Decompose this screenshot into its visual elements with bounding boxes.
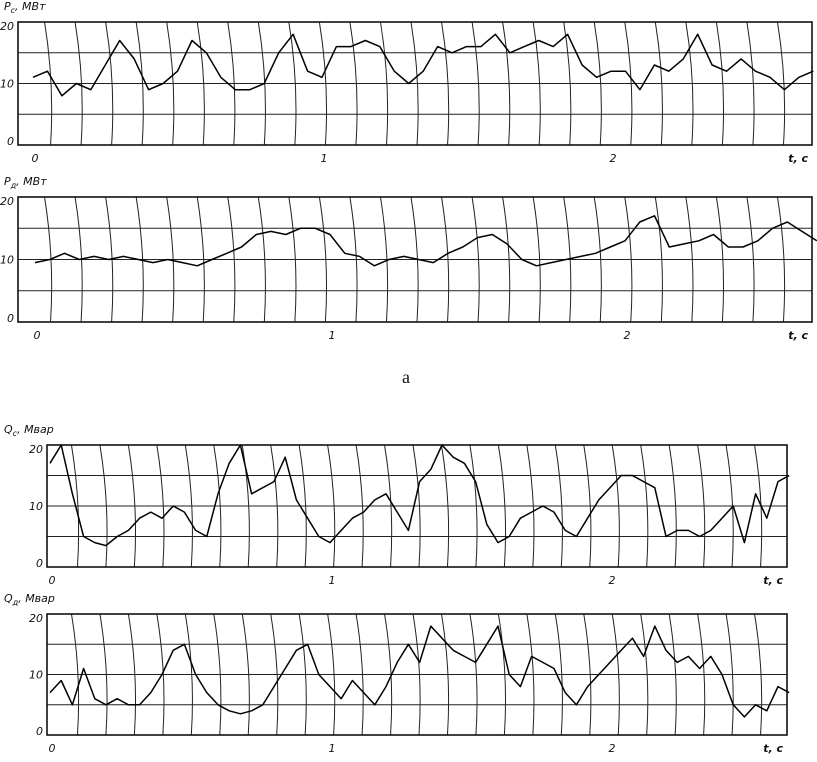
x-axis-label: t, c [763, 742, 783, 755]
y-tick-label: 0 [7, 312, 14, 325]
y-tick-label: 20 [29, 443, 43, 456]
x-tick-label: 1 [329, 574, 336, 587]
y-tick-label: 10 [29, 669, 43, 682]
y-tick-label: 0 [7, 135, 14, 148]
x-tick-label: 2 [609, 574, 616, 587]
series-line [34, 215, 817, 267]
x-tick-label: 1 [329, 329, 336, 342]
x-tick-label: 2 [624, 329, 631, 342]
chart-panel-2: Pд, МВт 0 10 20 0 1 2 t, c [0, 175, 817, 342]
y-axis-label: Qд, Мвар [4, 592, 55, 607]
chart-panel-1: Pc, МВт 0 10 20 0 1 2 t, c [0, 0, 814, 165]
x-tick-label: 0 [32, 152, 39, 165]
x-tick-label: 0 [34, 329, 41, 342]
series-line [32, 33, 814, 97]
y-axis-label: Pд, МВт [4, 175, 47, 190]
x-tick-label: 1 [321, 152, 328, 165]
x-axis-label: t, c [788, 329, 808, 342]
y-axis-label: Qc, Мвар [4, 423, 54, 438]
series-line [49, 625, 790, 718]
y-tick-label: 20 [0, 195, 14, 208]
chart-panel-3: Qc, Мвар 0 10 20 0 1 2 t, c [4, 423, 790, 587]
plot-frame [46, 613, 788, 736]
y-tick-label: 10 [0, 78, 14, 91]
x-tick-label: 2 [610, 152, 617, 165]
figure-caption: а [402, 367, 410, 387]
x-tick-label: 0 [49, 574, 56, 587]
x-axis-label: t, c [763, 574, 783, 587]
x-tick-label: 0 [49, 742, 56, 755]
plot-frame [17, 196, 813, 323]
series-line [49, 444, 790, 547]
x-axis-label: t, c [788, 152, 808, 165]
y-tick-label: 0 [36, 725, 43, 738]
x-tick-label: 1 [329, 742, 336, 755]
y-tick-label: 0 [36, 557, 43, 570]
y-tick-label: 10 [29, 500, 43, 513]
y-tick-label: 10 [0, 254, 14, 267]
x-tick-label: 2 [609, 742, 616, 755]
y-tick-label: 20 [29, 612, 43, 625]
y-axis-label: Pc, МВт [4, 0, 46, 15]
plot-frame [17, 21, 813, 146]
plot-frame [46, 444, 788, 568]
chart-panel-4: Qд, Мвар 0 10 20 0 1 2 t, c [4, 592, 790, 755]
y-tick-label: 20 [0, 20, 14, 33]
